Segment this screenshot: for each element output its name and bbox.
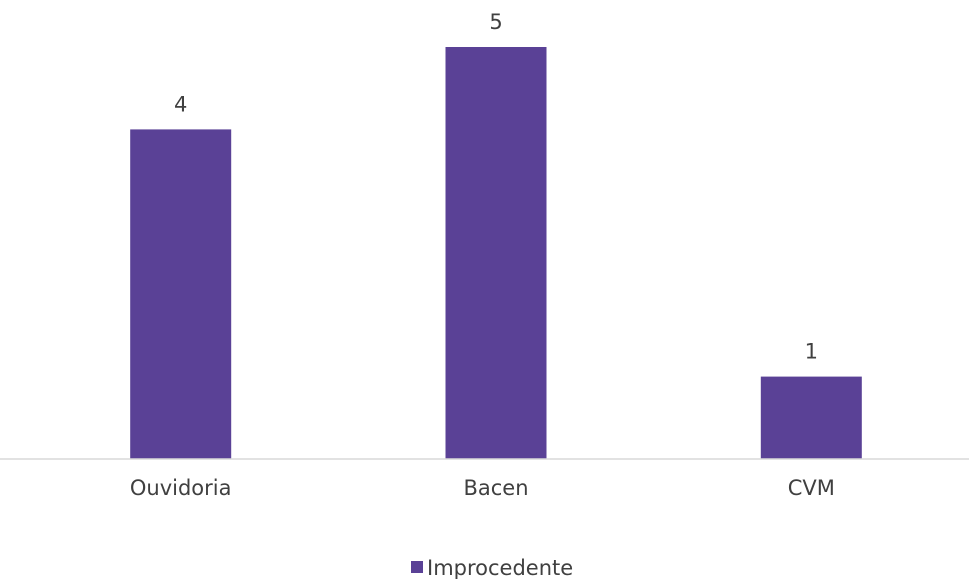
bar-cvm — [760, 376, 862, 459]
bars-layer — [130, 47, 862, 459]
x-tick-label-cvm: CVM — [788, 476, 835, 500]
bar-ouvidoria — [130, 129, 232, 459]
x-tick-labels: Ouvidoria Bacen CVM — [130, 476, 835, 500]
x-tick-label-bacen: Bacen — [463, 476, 528, 500]
data-label-bacen: 5 — [489, 10, 502, 34]
legend-label-improcedente: Improcedente — [427, 556, 573, 579]
data-label-cvm: 1 — [805, 340, 818, 364]
legend: Improcedente — [411, 556, 573, 579]
x-tick-label-ouvidoria: Ouvidoria — [130, 476, 232, 500]
bar-bacen — [445, 47, 547, 459]
data-labels-layer: 4 5 1 — [174, 10, 818, 364]
data-label-ouvidoria: 4 — [174, 92, 187, 116]
legend-swatch — [411, 561, 423, 573]
